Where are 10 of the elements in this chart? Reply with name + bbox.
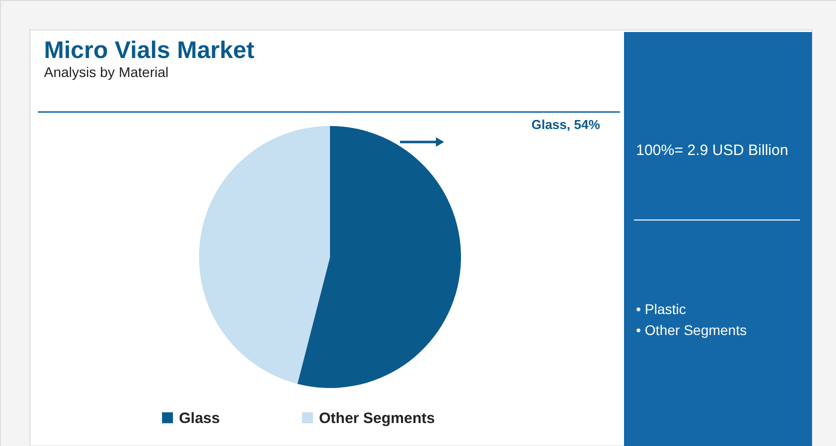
text: 100%= 2.9 USD Billion	[636, 142, 788, 159]
pie-slice	[297, 126, 461, 388]
text: • Plastic	[636, 301, 686, 317]
chart-subtitle: Analysis by Material	[44, 64, 168, 80]
data-label: Glass, 54%	[531, 117, 600, 132]
pie-slice	[199, 126, 330, 384]
text: • Other Segments	[636, 322, 747, 338]
legend-label: Glass	[179, 410, 220, 427]
legend-label: Other Segments	[319, 410, 435, 427]
chart-title: Micro Vials Market	[44, 37, 254, 64]
